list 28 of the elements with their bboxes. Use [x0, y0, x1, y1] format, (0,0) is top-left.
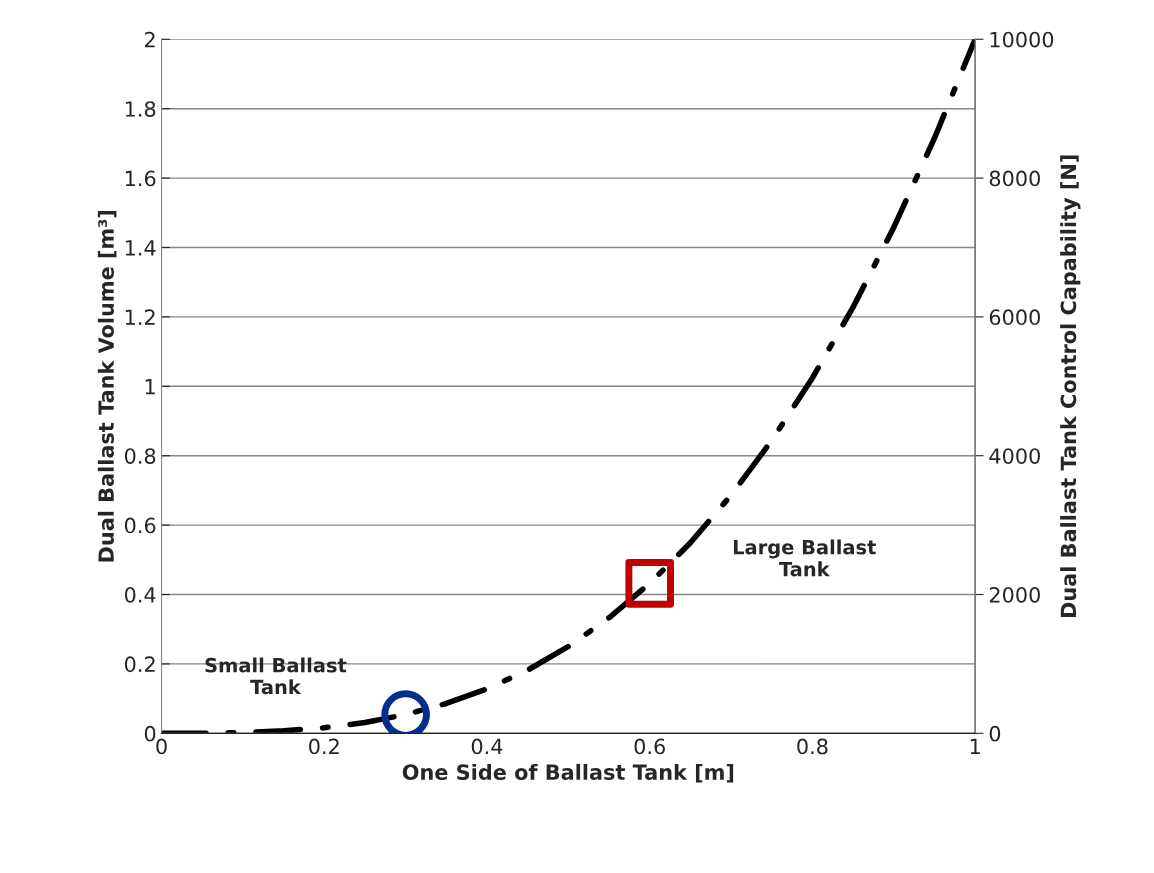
y-tick-label: 1.4 [125, 240, 156, 256]
x-tick-label: 0 [156, 738, 167, 755]
y-tick-label: 1.2 [125, 309, 155, 325]
y2-tick-label: 10000 [990, 31, 1054, 48]
x-axis-title: One Side of Ballast Tank [m] [402, 763, 734, 783]
y-tick-label: 2 [144, 31, 155, 48]
y-tick-label: 1 [145, 379, 155, 395]
x-tick-label: 0.6 [634, 738, 665, 755]
y-tick-label: 0 [144, 725, 156, 742]
y-tick-label: 1.6 [125, 170, 156, 187]
x-tick-label: 0.4 [471, 738, 503, 755]
y-tick-label: 1.8 [125, 101, 156, 117]
y2-tick-label: 4000 [989, 448, 1040, 464]
y-tick-label: 0.6 [124, 517, 156, 534]
y2-axis-title: Dual Ballast Tank Control Capability [N] [1060, 155, 1081, 618]
y-tick-label: 0.2 [124, 656, 155, 673]
y-tick-label: 0.4 [124, 586, 156, 603]
y2-tick-label: 0 [989, 725, 1001, 742]
x-tick-label: 0.2 [309, 738, 339, 755]
x-tick-label: 1 [970, 738, 980, 755]
y-tick-label: 0.8 [124, 448, 156, 464]
annotation: Small Ballast Tank [205, 657, 347, 695]
x-tick-label: 0.8 [797, 738, 828, 755]
y2-tick-label: 8000 [989, 170, 1040, 187]
y2-tick-label: 6000 [989, 309, 1040, 326]
y2-tick-label: 2000 [989, 586, 1040, 603]
y-axis-title: Dual Ballast Tank Volume [m³] [97, 210, 117, 562]
annotation: Large Ballast Tank [733, 539, 876, 577]
